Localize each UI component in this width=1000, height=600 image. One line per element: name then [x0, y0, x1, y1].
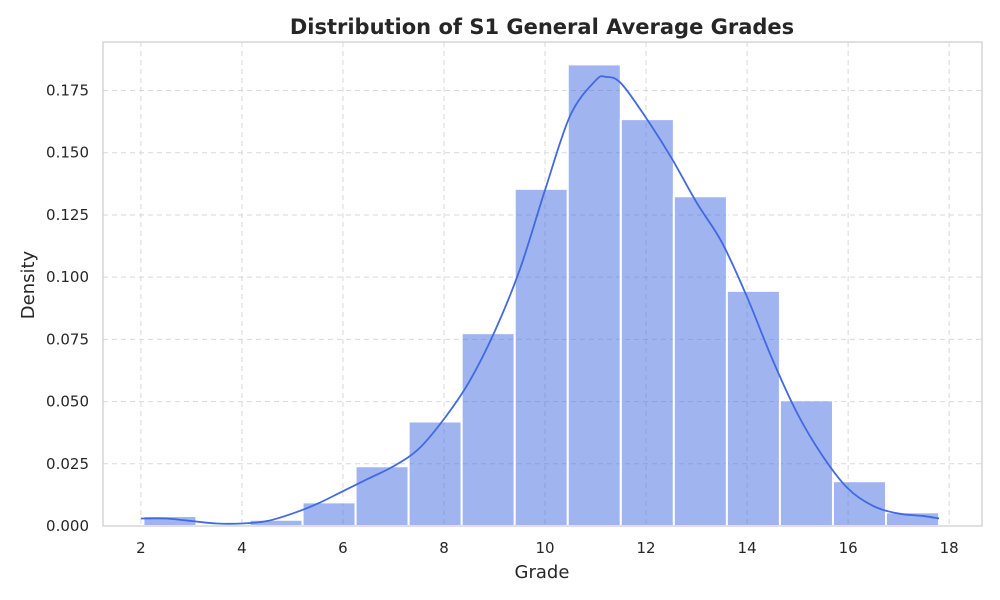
- x-axis-ticks: 2 4 6 8 10 12 14 16 18: [136, 539, 959, 557]
- x-tick-label: 2: [136, 539, 146, 557]
- y-tick-label: 0.175: [46, 82, 89, 100]
- y-tick-label: 0.150: [46, 144, 89, 162]
- x-tick-label: 10: [535, 539, 554, 557]
- x-tick-label: 8: [439, 539, 449, 557]
- histogram-bar: [354, 465, 410, 528]
- x-axis-label: Grade: [515, 562, 570, 583]
- y-tick-label: 0.000: [46, 517, 89, 535]
- y-axis-ticks: 0.000 0.025 0.050 0.075 0.100 0.125 0.150 0.175: [46, 82, 89, 535]
- histogram-bar: [778, 399, 834, 528]
- plot-frame: [102, 41, 983, 527]
- y-tick-label: 0.075: [46, 330, 89, 348]
- histogram-bar: [831, 480, 888, 527]
- histogram-bar: [566, 63, 622, 528]
- histogram-bar: [513, 187, 569, 527]
- x-tick-label: 14: [738, 539, 757, 557]
- y-axis-label: Density: [18, 250, 39, 319]
- grid-lines: [103, 42, 982, 527]
- histogram-bar: [725, 289, 781, 528]
- chart-title: Distribution of S1 General Average Grade…: [290, 15, 794, 39]
- x-tick-label: 12: [637, 539, 656, 557]
- y-tick-label: 0.100: [46, 268, 89, 286]
- y-tick-label: 0.025: [46, 455, 89, 473]
- x-tick-label: 18: [940, 539, 959, 557]
- y-tick-label: 0.125: [46, 206, 89, 224]
- x-tick-label: 16: [839, 539, 858, 557]
- histogram-bar: [460, 332, 516, 527]
- histogram-bar: [619, 118, 675, 527]
- histogram-bar: [672, 195, 728, 527]
- x-tick-label: 4: [237, 539, 247, 557]
- x-tick-label: 6: [338, 539, 348, 557]
- histogram-bar: [407, 420, 463, 528]
- kde-curve: [140, 75, 940, 525]
- y-tick-label: 0.050: [46, 393, 89, 411]
- histogram-bars: [142, 63, 941, 528]
